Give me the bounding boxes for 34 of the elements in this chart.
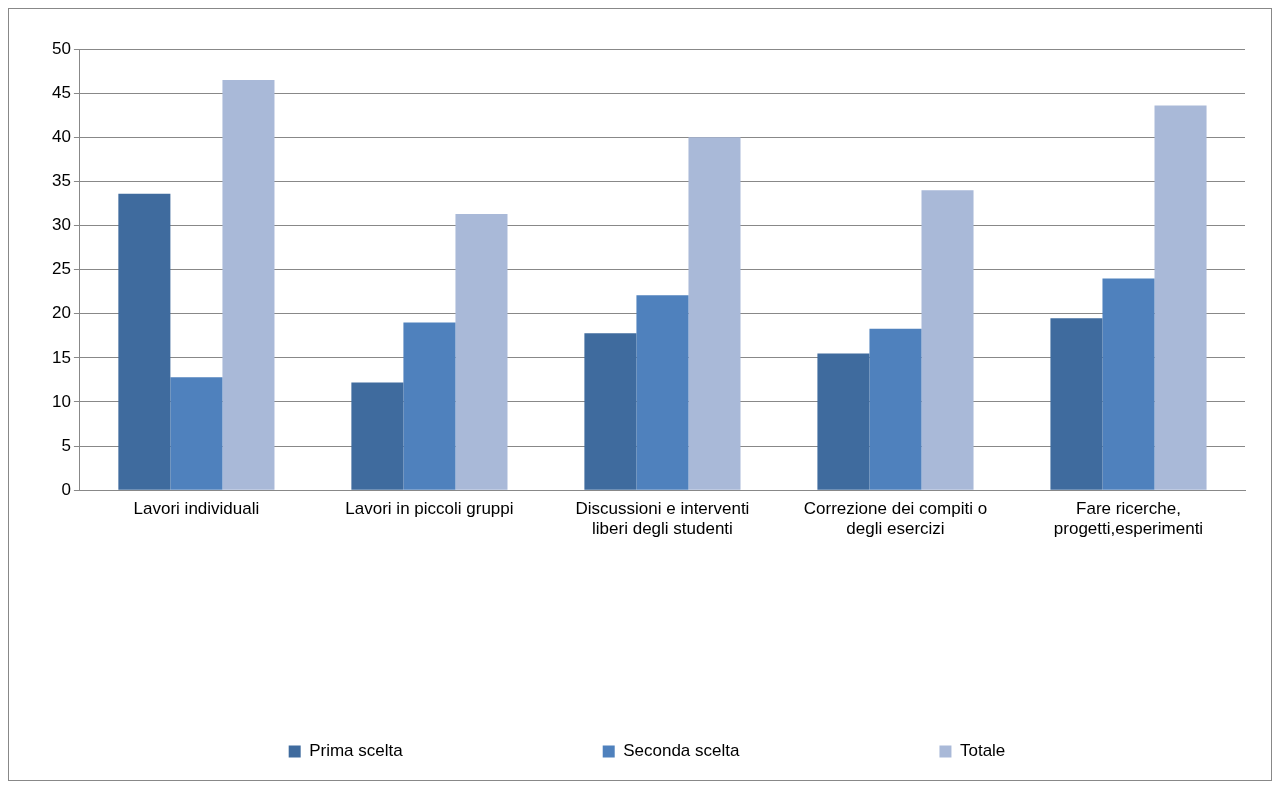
bar xyxy=(1050,318,1103,490)
x-tick-label: Fare ricerche, progetti,esperimenti xyxy=(1053,499,1204,539)
bar xyxy=(636,295,689,490)
bar xyxy=(455,214,508,490)
x-tick-label: Discussioni e interventi liberi degli studenti xyxy=(575,499,750,539)
bar xyxy=(118,193,171,490)
bar xyxy=(817,353,870,490)
y-tick-label: 20 xyxy=(51,303,71,323)
y-tick-label: 15 xyxy=(51,347,71,367)
y-tick-label: 30 xyxy=(51,215,71,235)
x-tick-label: Lavori in piccoli gruppi xyxy=(345,499,514,519)
y-tick-label: 0 xyxy=(61,479,71,499)
bar xyxy=(1154,105,1207,490)
legend-label: Totale xyxy=(959,741,1006,761)
y-tick-label: 35 xyxy=(51,171,71,191)
y-tick-label: 10 xyxy=(51,391,71,411)
bar xyxy=(351,382,404,490)
y-tick-label: 50 xyxy=(51,38,71,58)
y-tick-label: 5 xyxy=(61,435,71,455)
bar xyxy=(921,190,974,490)
bar xyxy=(584,333,637,490)
bar xyxy=(869,328,922,490)
y-tick-label: 45 xyxy=(51,82,71,102)
y-tick-label: 25 xyxy=(51,259,71,279)
bar xyxy=(222,79,275,490)
x-tick-label: Lavori individuali xyxy=(133,499,260,519)
bar xyxy=(688,137,741,490)
legend-label: Prima scelta xyxy=(309,741,404,761)
y-tick-label: 40 xyxy=(51,126,71,146)
legend-label: Seconda scelta xyxy=(623,741,740,761)
bar xyxy=(170,377,223,490)
bar xyxy=(403,322,456,490)
bar xyxy=(1102,278,1155,490)
x-tick-label: Correzione dei compiti o degli esercizi xyxy=(803,499,988,539)
